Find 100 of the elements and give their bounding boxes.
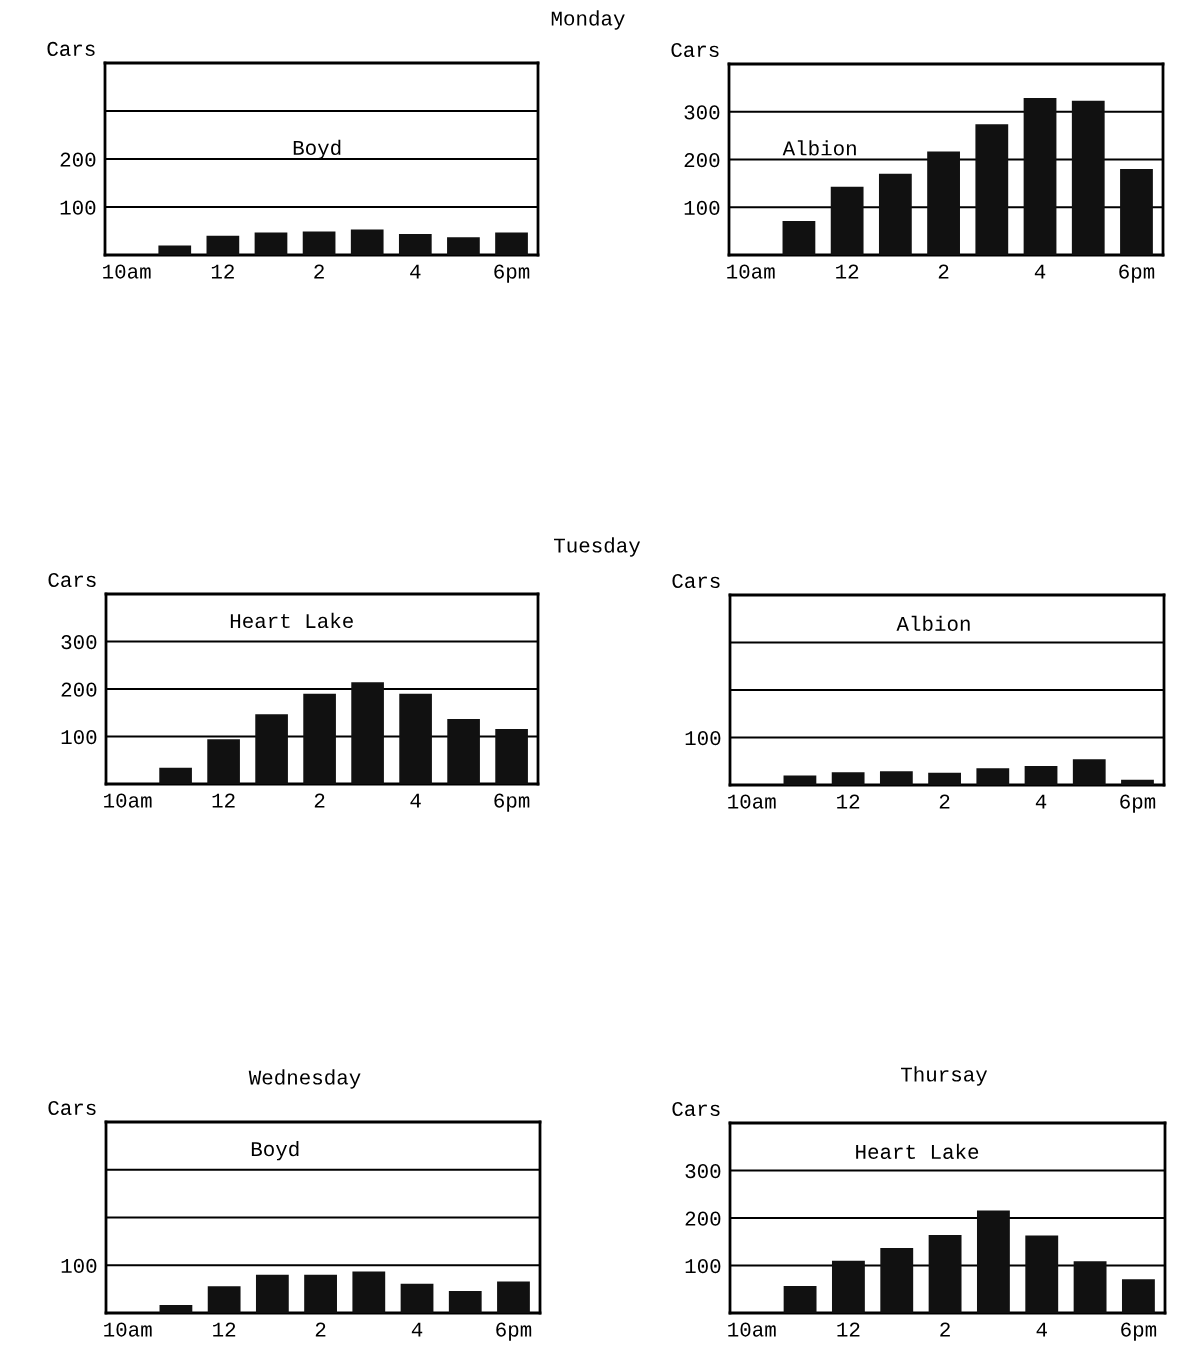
annotation: Boyd [293, 139, 341, 160]
bar [830, 186, 864, 255]
bar [1072, 759, 1106, 785]
x-tick-label: 10am [104, 793, 152, 808]
y-tick-label: 300 [61, 635, 97, 650]
y-tick-label: 300 [684, 105, 720, 120]
bar [1071, 100, 1105, 255]
bar [783, 775, 817, 785]
text: Monday [551, 10, 625, 30]
bar [976, 1210, 1010, 1313]
bar [1073, 1261, 1107, 1313]
bar [207, 739, 240, 784]
bar [1025, 1235, 1059, 1313]
bar [831, 772, 865, 785]
y-axis-title: Cars [671, 42, 719, 58]
bar [495, 232, 528, 255]
annotation: Albion [896, 615, 970, 631]
x-tick-label: 4 [1035, 794, 1047, 809]
bar [400, 1283, 434, 1313]
bar [928, 772, 961, 785]
bar [495, 728, 528, 784]
bar [255, 1274, 289, 1313]
annotation: Albion [782, 140, 856, 156]
bar [255, 714, 288, 784]
bar [927, 151, 960, 255]
x-tick-label: 10am [104, 1322, 152, 1337]
y-tick-label: 200 [684, 153, 720, 168]
bar [783, 1285, 817, 1313]
y-tick-label: 300 [685, 1164, 721, 1179]
bar [879, 771, 913, 785]
bar [497, 1281, 530, 1313]
x-tick-label: 6pm [1120, 794, 1156, 813]
y-tick-label: 100 [684, 200, 720, 215]
y-tick-label: 100 [61, 1258, 97, 1273]
x-tick-label: 2 [314, 264, 324, 279]
chart-title: Thursay [901, 1066, 988, 1086]
x-tick-label: 12 [211, 264, 234, 279]
x-tick-label: 2 [314, 793, 325, 808]
x-tick-label: 6pm [496, 1322, 532, 1341]
bar [159, 1304, 193, 1313]
bar [1120, 169, 1153, 255]
x-tick-label: 2 [939, 794, 950, 809]
chart-title: Wednesday [248, 1069, 361, 1089]
x-tick-label: 6pm [494, 793, 530, 812]
y-tick-label: 200 [60, 152, 96, 167]
y-tick-label: 100 [60, 200, 96, 215]
y-tick-label: 200 [685, 1211, 721, 1226]
x-tick-label: 2 [315, 1322, 326, 1337]
bar [782, 221, 816, 255]
bar [1024, 766, 1058, 785]
x-tick-label: 10am [728, 794, 776, 809]
x-tick-label: 2 [938, 264, 949, 279]
bar [399, 693, 432, 784]
bar [350, 229, 384, 255]
bar [398, 233, 432, 255]
bar [158, 245, 192, 255]
x-tick-label: 6pm [1121, 1322, 1157, 1341]
x-tick-label: 10am [103, 264, 151, 279]
x-tick-label: 10am [727, 264, 775, 279]
y-tick-label: 100 [685, 731, 721, 746]
bar [351, 682, 384, 784]
bar [1121, 1279, 1155, 1313]
x-tick-label: 4 [1034, 264, 1046, 279]
bar [878, 173, 912, 255]
bar [303, 693, 336, 784]
annotation: Boyd [251, 1140, 299, 1161]
bar [1121, 779, 1154, 785]
bar [206, 235, 240, 255]
y-tick-label: 100 [61, 730, 97, 745]
x-tick-label: 12 [837, 1322, 860, 1337]
bar [304, 1274, 337, 1313]
x-tick-label: 4 [410, 264, 421, 279]
bar [880, 1247, 914, 1313]
bar [159, 767, 192, 784]
bar [448, 1291, 482, 1313]
bar [1023, 97, 1057, 255]
bar [352, 1271, 386, 1313]
y-axis-title: Cars [672, 1101, 720, 1117]
x-tick-label: 6pm [494, 264, 530, 283]
bar [302, 231, 336, 255]
x-tick-label: 4 [1036, 1322, 1047, 1337]
x-tick-label: 6pm [1119, 264, 1155, 283]
x-tick-label: 12 [837, 794, 860, 809]
x-tick-label: 4 [410, 793, 421, 808]
text: Tuesday [554, 537, 641, 557]
x-tick-label: 2 [940, 1322, 950, 1337]
x-tick-label: 12 [212, 793, 235, 808]
bar [254, 232, 288, 255]
y-tick-label: 200 [61, 682, 97, 697]
x-tick-label: 10am [728, 1322, 776, 1337]
annotation: Heart Lake [230, 612, 353, 629]
x-tick-label: 12 [836, 264, 859, 279]
bar [447, 237, 480, 255]
bar [447, 718, 480, 784]
y-axis-title: Cars [48, 572, 96, 588]
y-axis-title: Cars [48, 1100, 96, 1116]
bar [975, 124, 1009, 255]
bar [976, 768, 1010, 785]
bar [207, 1286, 241, 1313]
x-tick-label: 4 [411, 1322, 423, 1337]
